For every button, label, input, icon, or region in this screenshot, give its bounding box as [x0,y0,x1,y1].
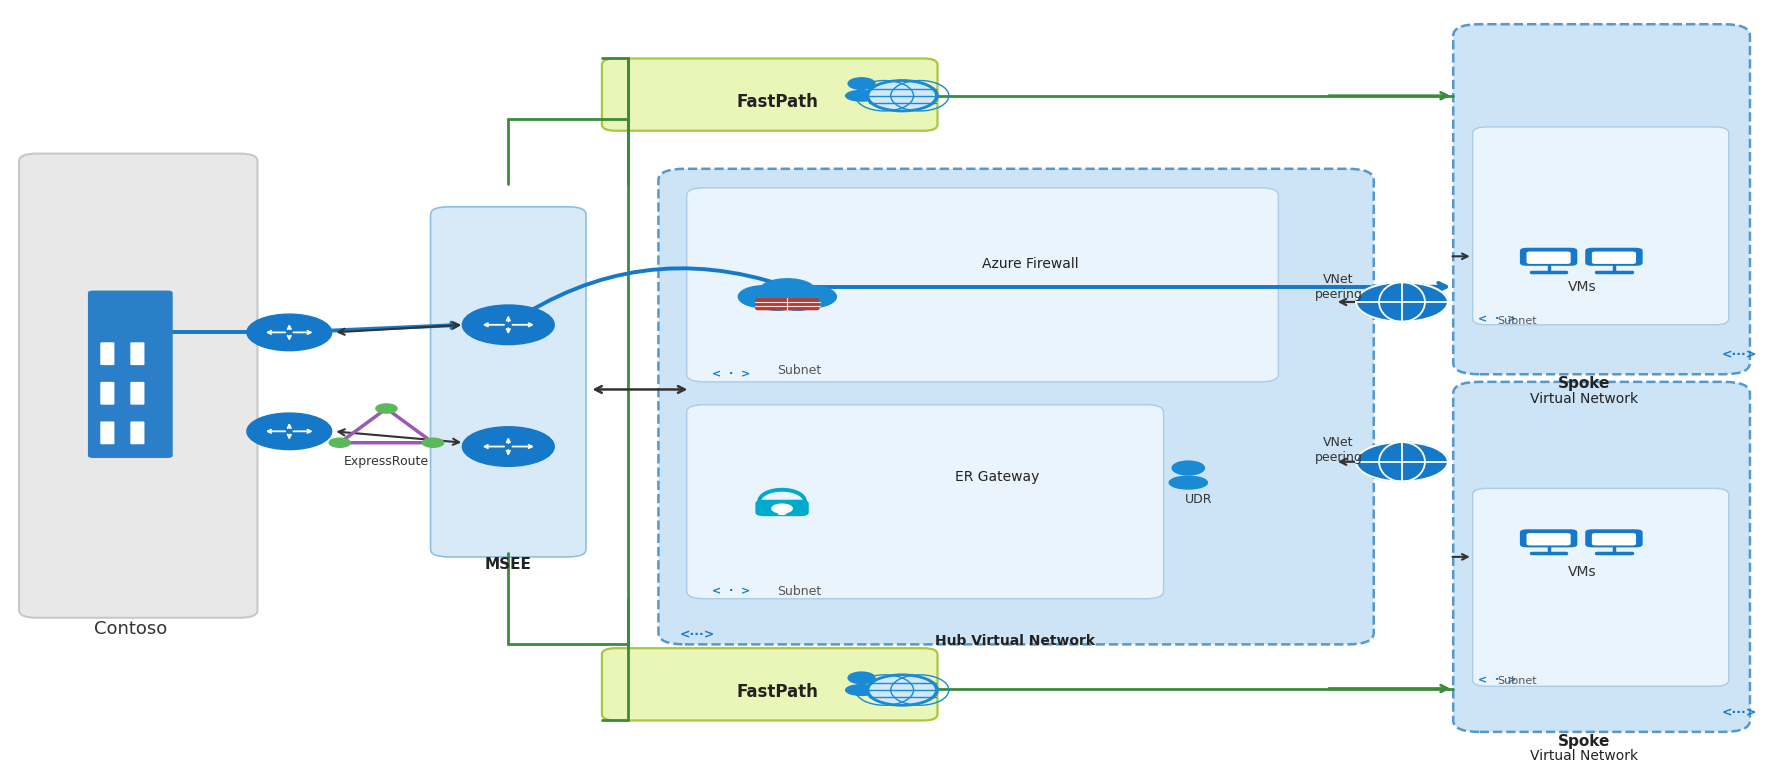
FancyBboxPatch shape [1592,251,1636,264]
FancyBboxPatch shape [88,290,173,458]
FancyBboxPatch shape [658,169,1375,644]
Circle shape [248,413,331,450]
FancyBboxPatch shape [1452,25,1750,375]
FancyBboxPatch shape [131,382,145,404]
Text: <···>: <···> [679,628,715,641]
FancyBboxPatch shape [1472,127,1728,325]
Circle shape [785,286,837,308]
FancyBboxPatch shape [101,421,115,444]
Text: VMs: VMs [1567,565,1596,579]
Text: FastPath: FastPath [736,683,817,701]
Text: ExpressRoute: ExpressRoute [343,455,430,468]
Circle shape [1357,442,1447,482]
FancyBboxPatch shape [101,382,115,404]
Text: Hub Virtual Network: Hub Virtual Network [936,633,1095,647]
Text: Subnet: Subnet [1497,676,1537,686]
Ellipse shape [1169,476,1208,489]
Circle shape [1357,282,1447,322]
Circle shape [755,292,800,310]
Circle shape [462,305,554,345]
Circle shape [423,438,444,447]
Text: UDR: UDR [1185,493,1212,506]
Circle shape [462,427,554,466]
FancyBboxPatch shape [131,342,145,365]
FancyBboxPatch shape [1520,247,1578,266]
Circle shape [375,404,396,413]
FancyBboxPatch shape [686,188,1279,382]
Text: <···>: <···> [1721,349,1757,362]
Text: Spoke: Spoke [1558,376,1610,391]
Text: FastPath: FastPath [736,93,817,111]
Ellipse shape [846,685,877,696]
Text: Virtual Network: Virtual Network [1530,749,1638,763]
Text: MSEE: MSEE [485,557,532,572]
FancyBboxPatch shape [755,298,819,310]
FancyBboxPatch shape [601,648,938,721]
Text: VMs: VMs [1567,280,1596,293]
Circle shape [771,504,793,513]
Circle shape [759,279,816,303]
FancyBboxPatch shape [19,153,258,617]
Text: ER Gateway: ER Gateway [955,470,1040,484]
Text: <  ·  >: < · > [1479,675,1516,685]
FancyBboxPatch shape [1452,382,1750,732]
Circle shape [867,675,938,705]
Circle shape [1173,461,1205,475]
FancyBboxPatch shape [755,499,808,516]
FancyBboxPatch shape [1520,529,1578,548]
Circle shape [847,672,876,683]
Text: Virtual Network: Virtual Network [1530,391,1638,406]
FancyBboxPatch shape [1592,533,1636,545]
Circle shape [329,438,350,447]
Circle shape [738,286,789,308]
Text: Subnet: Subnet [778,584,823,597]
FancyBboxPatch shape [1472,489,1728,686]
Circle shape [248,314,331,351]
Text: <  ·  >: < · > [711,369,750,379]
Text: <  ·  >: < · > [711,586,750,596]
Text: VNet
peering: VNet peering [1314,437,1362,464]
Ellipse shape [846,90,877,101]
FancyBboxPatch shape [1527,251,1571,264]
Text: Contoso: Contoso [94,620,166,638]
FancyBboxPatch shape [1585,247,1643,266]
Text: Subnet: Subnet [778,364,823,377]
Circle shape [777,292,819,310]
FancyBboxPatch shape [1527,533,1571,545]
FancyBboxPatch shape [601,58,938,131]
FancyBboxPatch shape [1585,529,1643,548]
FancyBboxPatch shape [131,421,145,444]
Text: Subnet: Subnet [1497,316,1537,326]
Text: <  ·  >: < · > [1479,315,1516,325]
FancyBboxPatch shape [430,207,586,557]
Circle shape [847,78,876,90]
Circle shape [867,80,938,111]
Text: Azure Firewall: Azure Firewall [982,257,1079,271]
Text: <···>: <···> [1721,706,1757,719]
Text: Spoke: Spoke [1558,734,1610,748]
FancyBboxPatch shape [101,342,115,365]
Text: VNet
peering: VNet peering [1314,273,1362,301]
FancyBboxPatch shape [686,404,1164,599]
FancyBboxPatch shape [778,509,787,515]
